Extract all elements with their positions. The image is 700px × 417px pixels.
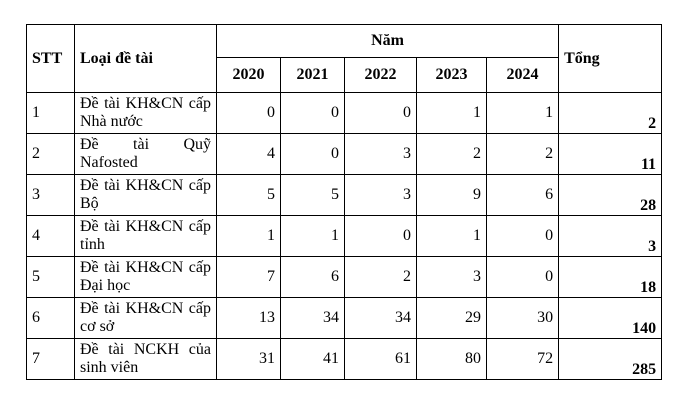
- row-value-2020: 31: [216, 338, 281, 380]
- row-value-2023: 2: [416, 133, 487, 175]
- row-total: 140: [558, 297, 663, 339]
- row-total: 285: [558, 338, 663, 380]
- row-stt: 5: [26, 256, 75, 298]
- row-value-2024: 2: [485, 133, 560, 175]
- table-row: 7 Đề tài NCKH của sinh viên 31 41 61 80 72 285: [26, 338, 663, 380]
- row-project-type: Đề tài KH&CN cấp Nhà nước: [74, 92, 217, 134]
- row-stt: 3: [26, 174, 75, 216]
- row-value-2023: 80: [416, 338, 487, 380]
- row-value-2022: 34: [344, 297, 417, 339]
- table-row: 5 Đề tài KH&CN cấp Đại học 7 6 2 3 0 18: [26, 256, 663, 298]
- row-value-2024: 6: [485, 174, 560, 216]
- row-value-2021: 34: [280, 297, 345, 339]
- row-value-2023: 1: [416, 215, 487, 257]
- research-projects-table: STT Loại đề tài Năm Tổng 2020 2021 2022 …: [26, 24, 663, 380]
- table-body: 1 Đề tài KH&CN cấp Nhà nước 0 0 0 1 1 2 2 Đề tài …: [26, 92, 663, 380]
- row-value-2023: 3: [416, 256, 487, 298]
- row-value-2020: 13: [216, 297, 281, 339]
- row-value-2022: 61: [344, 338, 417, 380]
- header-row-years: 2020 2021 2022 2023 2024: [27, 57, 662, 93]
- row-total: 3: [558, 215, 663, 257]
- header-year-2020: 2020: [216, 57, 281, 93]
- row-value-2021: 41: [280, 338, 345, 380]
- row-project-type: Đề tài KH&CN cấp Bộ: [74, 174, 217, 216]
- row-total: 28: [558, 174, 663, 216]
- row-stt: 7: [26, 338, 75, 380]
- row-value-2024: 0: [485, 215, 560, 257]
- row-value-2022: 0: [344, 92, 417, 134]
- row-project-type: Đề tài Quỹ Nafosted: [74, 133, 217, 175]
- row-stt: 2: [26, 133, 75, 175]
- row-project-type: Đề tài NCKH của sinh viên: [74, 338, 217, 380]
- table-row: 4 Đề tài KH&CN cấp tỉnh 1 1 0 1 0 3: [26, 215, 663, 257]
- row-value-2024: 72: [485, 338, 560, 380]
- table-row: 6 Đề tài KH&CN cấp cơ sở 13 34 34 29 30 140: [26, 297, 663, 339]
- row-value-2022: 2: [344, 256, 417, 298]
- header-year-2021: 2021: [280, 57, 345, 93]
- table-row: 2 Đề tài Quỹ Nafosted 4 0 3 2 2 11: [26, 133, 663, 175]
- row-value-2021: 5: [280, 174, 345, 216]
- row-value-2021: 6: [280, 256, 345, 298]
- row-value-2020: 1: [216, 215, 281, 257]
- header-total: Tổng: [558, 24, 663, 93]
- row-value-2020: 0: [216, 92, 281, 134]
- row-project-type: Đề tài KH&CN cấp cơ sở: [74, 297, 217, 339]
- header-stt: STT: [26, 24, 75, 93]
- row-value-2024: 30: [485, 297, 560, 339]
- row-stt: 1: [26, 92, 75, 134]
- row-value-2021: 0: [280, 92, 345, 134]
- row-value-2020: 4: [216, 133, 281, 175]
- header-year-2023: 2023: [416, 57, 487, 93]
- header-year-2024: 2024: [485, 57, 560, 93]
- row-value-2021: 1: [280, 215, 345, 257]
- row-value-2022: 3: [344, 174, 417, 216]
- row-total: 2: [558, 92, 663, 134]
- table-row: 1 Đề tài KH&CN cấp Nhà nước 0 0 0 1 1 2: [26, 92, 663, 134]
- header-project-type: Loại đề tài: [74, 24, 217, 93]
- row-project-type: Đề tài KH&CN cấp Đại học: [74, 256, 217, 298]
- row-value-2020: 5: [216, 174, 281, 216]
- row-stt: 4: [26, 215, 75, 257]
- row-value-2023: 9: [416, 174, 487, 216]
- row-value-2024: 1: [485, 92, 560, 134]
- header-row-top: STT Loại đề tài Năm Tổng: [26, 24, 663, 93]
- header-year-group: Năm: [215, 24, 560, 58]
- row-stt: 6: [26, 297, 75, 339]
- row-project-type: Đề tài KH&CN cấp tỉnh: [74, 215, 217, 257]
- row-value-2022: 3: [344, 133, 417, 175]
- row-value-2021: 0: [280, 133, 345, 175]
- row-value-2022: 0: [344, 215, 417, 257]
- row-total: 18: [558, 256, 663, 298]
- row-value-2023: 29: [416, 297, 487, 339]
- row-total: 11: [558, 133, 663, 175]
- table-row: 3 Đề tài KH&CN cấp Bộ 5 5 3 9 6 28: [26, 174, 663, 216]
- row-value-2024: 0: [485, 256, 560, 298]
- row-value-2023: 1: [416, 92, 487, 134]
- row-value-2020: 7: [216, 256, 281, 298]
- header-year-2022: 2022: [344, 57, 417, 93]
